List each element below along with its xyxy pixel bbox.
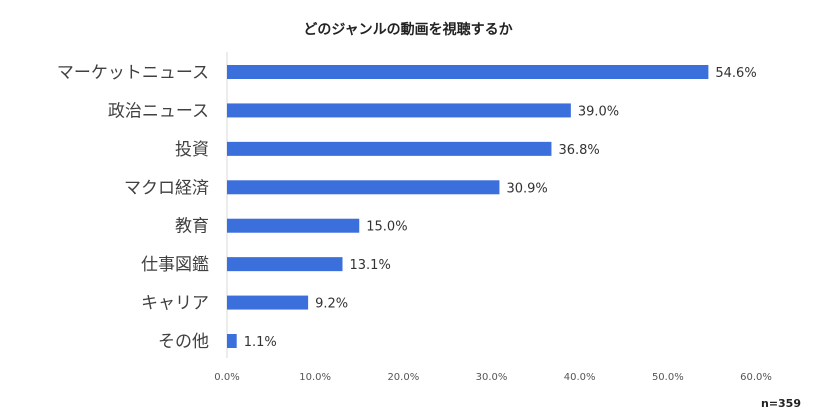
data-label: 1.1% bbox=[244, 335, 277, 350]
bar-2 bbox=[227, 103, 571, 118]
category-label: 仕事図鑑 bbox=[141, 255, 209, 275]
category-label: 教育 bbox=[175, 217, 209, 237]
x-tick-label: 30.0% bbox=[476, 372, 508, 383]
bar-4 bbox=[227, 180, 500, 195]
x-tick-label: 50.0% bbox=[652, 372, 684, 383]
x-tick-label: 60.0% bbox=[740, 372, 772, 383]
bar-7 bbox=[227, 295, 309, 310]
data-label: 30.9% bbox=[506, 181, 547, 196]
data-labels: 54.6% 39.0% 36.8% 30.9% 15.0% 13.1% 9.2% 1.1% bbox=[244, 66, 757, 350]
bar-1 bbox=[227, 65, 709, 79]
sample-size-note: n=359 bbox=[761, 397, 801, 410]
category-label: キャリア bbox=[141, 294, 209, 314]
data-label: 39.0% bbox=[578, 104, 619, 119]
x-tick-label: 10.0% bbox=[299, 372, 331, 383]
data-label: 15.0% bbox=[366, 220, 407, 235]
category-label: 投資 bbox=[175, 140, 209, 160]
bar-5 bbox=[227, 218, 360, 233]
data-label: 36.8% bbox=[558, 143, 599, 158]
x-tick-label: 0.0% bbox=[214, 372, 239, 383]
x-tick-labels: 0.0% 10.0% 20.0% 30.0% 40.0% 50.0% 60.0% bbox=[214, 372, 772, 383]
category-label: マーケットニュース bbox=[57, 63, 209, 83]
x-tick-label: 20.0% bbox=[387, 372, 419, 383]
bar-6 bbox=[227, 257, 343, 272]
data-label: 9.2% bbox=[315, 297, 348, 312]
x-tick-label: 40.0% bbox=[564, 372, 596, 383]
bar-3 bbox=[227, 141, 552, 156]
category-label: 政治ニュース bbox=[108, 101, 209, 121]
category-label: マクロ経済 bbox=[124, 178, 209, 198]
data-label: 54.6% bbox=[715, 66, 756, 81]
bars-group bbox=[227, 65, 709, 349]
category-label: その他 bbox=[158, 332, 209, 352]
bar-8 bbox=[227, 334, 237, 349]
data-label: 13.1% bbox=[350, 258, 391, 273]
chart-title: どのジャンルの動画を視聴するか bbox=[303, 21, 512, 38]
